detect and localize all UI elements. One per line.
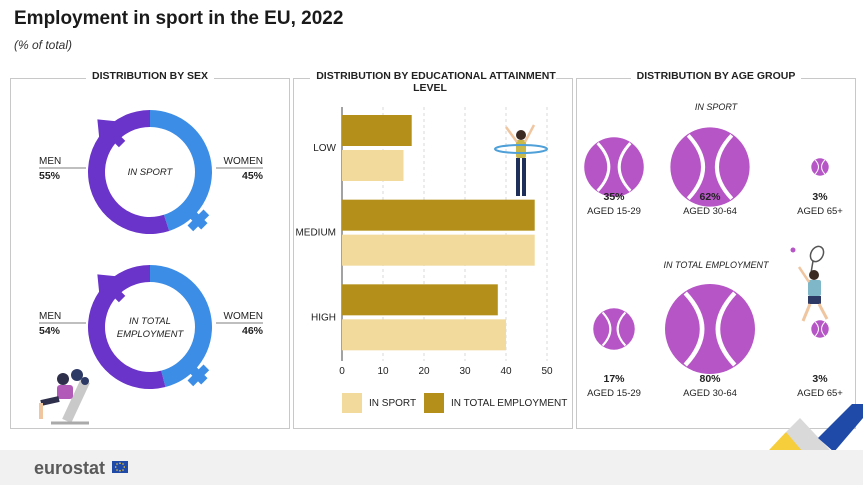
mars-icon bbox=[97, 274, 126, 303]
tennis-ball-icon bbox=[670, 127, 750, 207]
donut-center-label-line1: IN TOTAL bbox=[129, 316, 171, 327]
venus-icon bbox=[184, 206, 210, 232]
education-bar-chart: 0 10 20 30 40 50 LOW MEDIUM HIGH IN SPORT IN TOTAL… bbox=[295, 107, 567, 413]
page-title: Employment in sport in the EU, 2022 bbox=[14, 8, 344, 29]
tennis-ball-icon bbox=[811, 320, 829, 338]
sex-distribution-panel: DISTRIBUTION BY SEX IN SPORT MEN 55% WOMEN 4… bbox=[10, 70, 290, 429]
age-group-label: AGED 65+ bbox=[797, 206, 843, 217]
bar-total-employment bbox=[342, 115, 412, 146]
age-value-label: 62% bbox=[699, 191, 721, 203]
x-tick-label: 50 bbox=[541, 366, 553, 377]
x-tick-label: 20 bbox=[418, 366, 430, 377]
category-label: LOW bbox=[313, 143, 336, 154]
age-group-label: AGED 65+ bbox=[797, 388, 843, 399]
age-value-label: 80% bbox=[699, 373, 721, 385]
age-bubble-chart: IN SPORT 35% AGED 15-29 62% AGED 30-64 3% AGED… bbox=[584, 102, 843, 399]
legend-label-in-sport: IN SPORT bbox=[369, 398, 416, 409]
donut-slice-women bbox=[150, 110, 212, 231]
women-label: WOMEN bbox=[224, 156, 263, 167]
age-value-label: 3% bbox=[812, 373, 828, 385]
tennis-ball-icon bbox=[665, 284, 755, 374]
donut-slice-men bbox=[87, 110, 170, 234]
legend-swatch-in-sport bbox=[342, 393, 362, 413]
tennis-player-illustration bbox=[790, 245, 829, 322]
hula-hoop-illustration bbox=[494, 124, 548, 196]
age-group-label: AGED 15-29 bbox=[587, 206, 641, 217]
donut-slice-women bbox=[150, 265, 213, 388]
sex-donut-charts: IN SPORT MEN 55% WOMEN 45% IN TOTAL EMPLOYMENT… bbox=[39, 110, 264, 425]
legend-label-total-employment: IN TOTAL EMPLOYMENT bbox=[451, 398, 567, 409]
weightlifter-illustration bbox=[39, 369, 90, 425]
page-subtitle: (% of total) bbox=[14, 38, 73, 52]
x-tick-label: 0 bbox=[339, 366, 345, 377]
bar-total-employment bbox=[342, 199, 535, 231]
eurostat-logo: eurostat bbox=[34, 458, 106, 478]
men-label: MEN bbox=[39, 311, 61, 322]
age-value-label: 3% bbox=[812, 191, 828, 203]
donut-center-label: IN SPORT bbox=[128, 167, 174, 178]
donut-slice-men bbox=[87, 265, 166, 389]
age-value-label: 35% bbox=[603, 191, 625, 203]
age-distribution-panel: DISTRIBUTION BY AGE GROUP IN SPORT 35% AGE… bbox=[576, 70, 856, 429]
legend-swatch-total-employment bbox=[424, 393, 444, 413]
eu-flag-icon bbox=[112, 461, 128, 473]
age-value-label: 17% bbox=[603, 373, 625, 385]
category-label: MEDIUM bbox=[295, 228, 336, 239]
sex-panel-title: DISTRIBUTION BY SEX bbox=[11, 70, 289, 82]
age-group-title: IN SPORT bbox=[695, 102, 739, 112]
bar-total-employment bbox=[342, 284, 498, 316]
education-panel-title: DISTRIBUTION BY EDUCATIONAL ATTAINMENT L… bbox=[294, 70, 572, 94]
footer-bar: eurostat bbox=[0, 450, 863, 485]
women-value-label: 46% bbox=[242, 325, 264, 337]
education-distribution-panel: DISTRIBUTION BY EDUCATIONAL ATTAINMENT L… bbox=[293, 70, 573, 429]
x-tick-label: 10 bbox=[377, 366, 389, 377]
women-value-label: 45% bbox=[242, 170, 264, 182]
bar-in-sport bbox=[342, 319, 506, 351]
age-group-label: AGED 15-29 bbox=[587, 388, 641, 399]
men-label: MEN bbox=[39, 156, 61, 167]
tennis-ball-icon bbox=[584, 137, 644, 197]
x-tick-label: 30 bbox=[459, 366, 471, 377]
age-group-title: IN TOTAL EMPLOYMENT bbox=[663, 260, 770, 270]
bar-in-sport bbox=[342, 234, 535, 266]
men-value-label: 55% bbox=[39, 170, 61, 182]
men-value-label: 54% bbox=[39, 325, 61, 337]
bar-in-sport bbox=[342, 150, 404, 181]
age-group-label: AGED 30-64 bbox=[683, 388, 737, 399]
x-tick-label: 40 bbox=[500, 366, 512, 377]
mars-icon bbox=[97, 119, 126, 148]
donut-center-label-line2: EMPLOYMENT bbox=[117, 329, 185, 340]
category-label: HIGH bbox=[311, 312, 336, 323]
women-label: WOMEN bbox=[224, 311, 263, 322]
age-panel-title: DISTRIBUTION BY AGE GROUP bbox=[577, 70, 855, 82]
age-group-label: AGED 30-64 bbox=[683, 206, 737, 217]
venus-icon bbox=[184, 361, 210, 387]
tennis-ball-icon bbox=[811, 158, 829, 176]
tennis-ball-icon bbox=[593, 308, 635, 350]
